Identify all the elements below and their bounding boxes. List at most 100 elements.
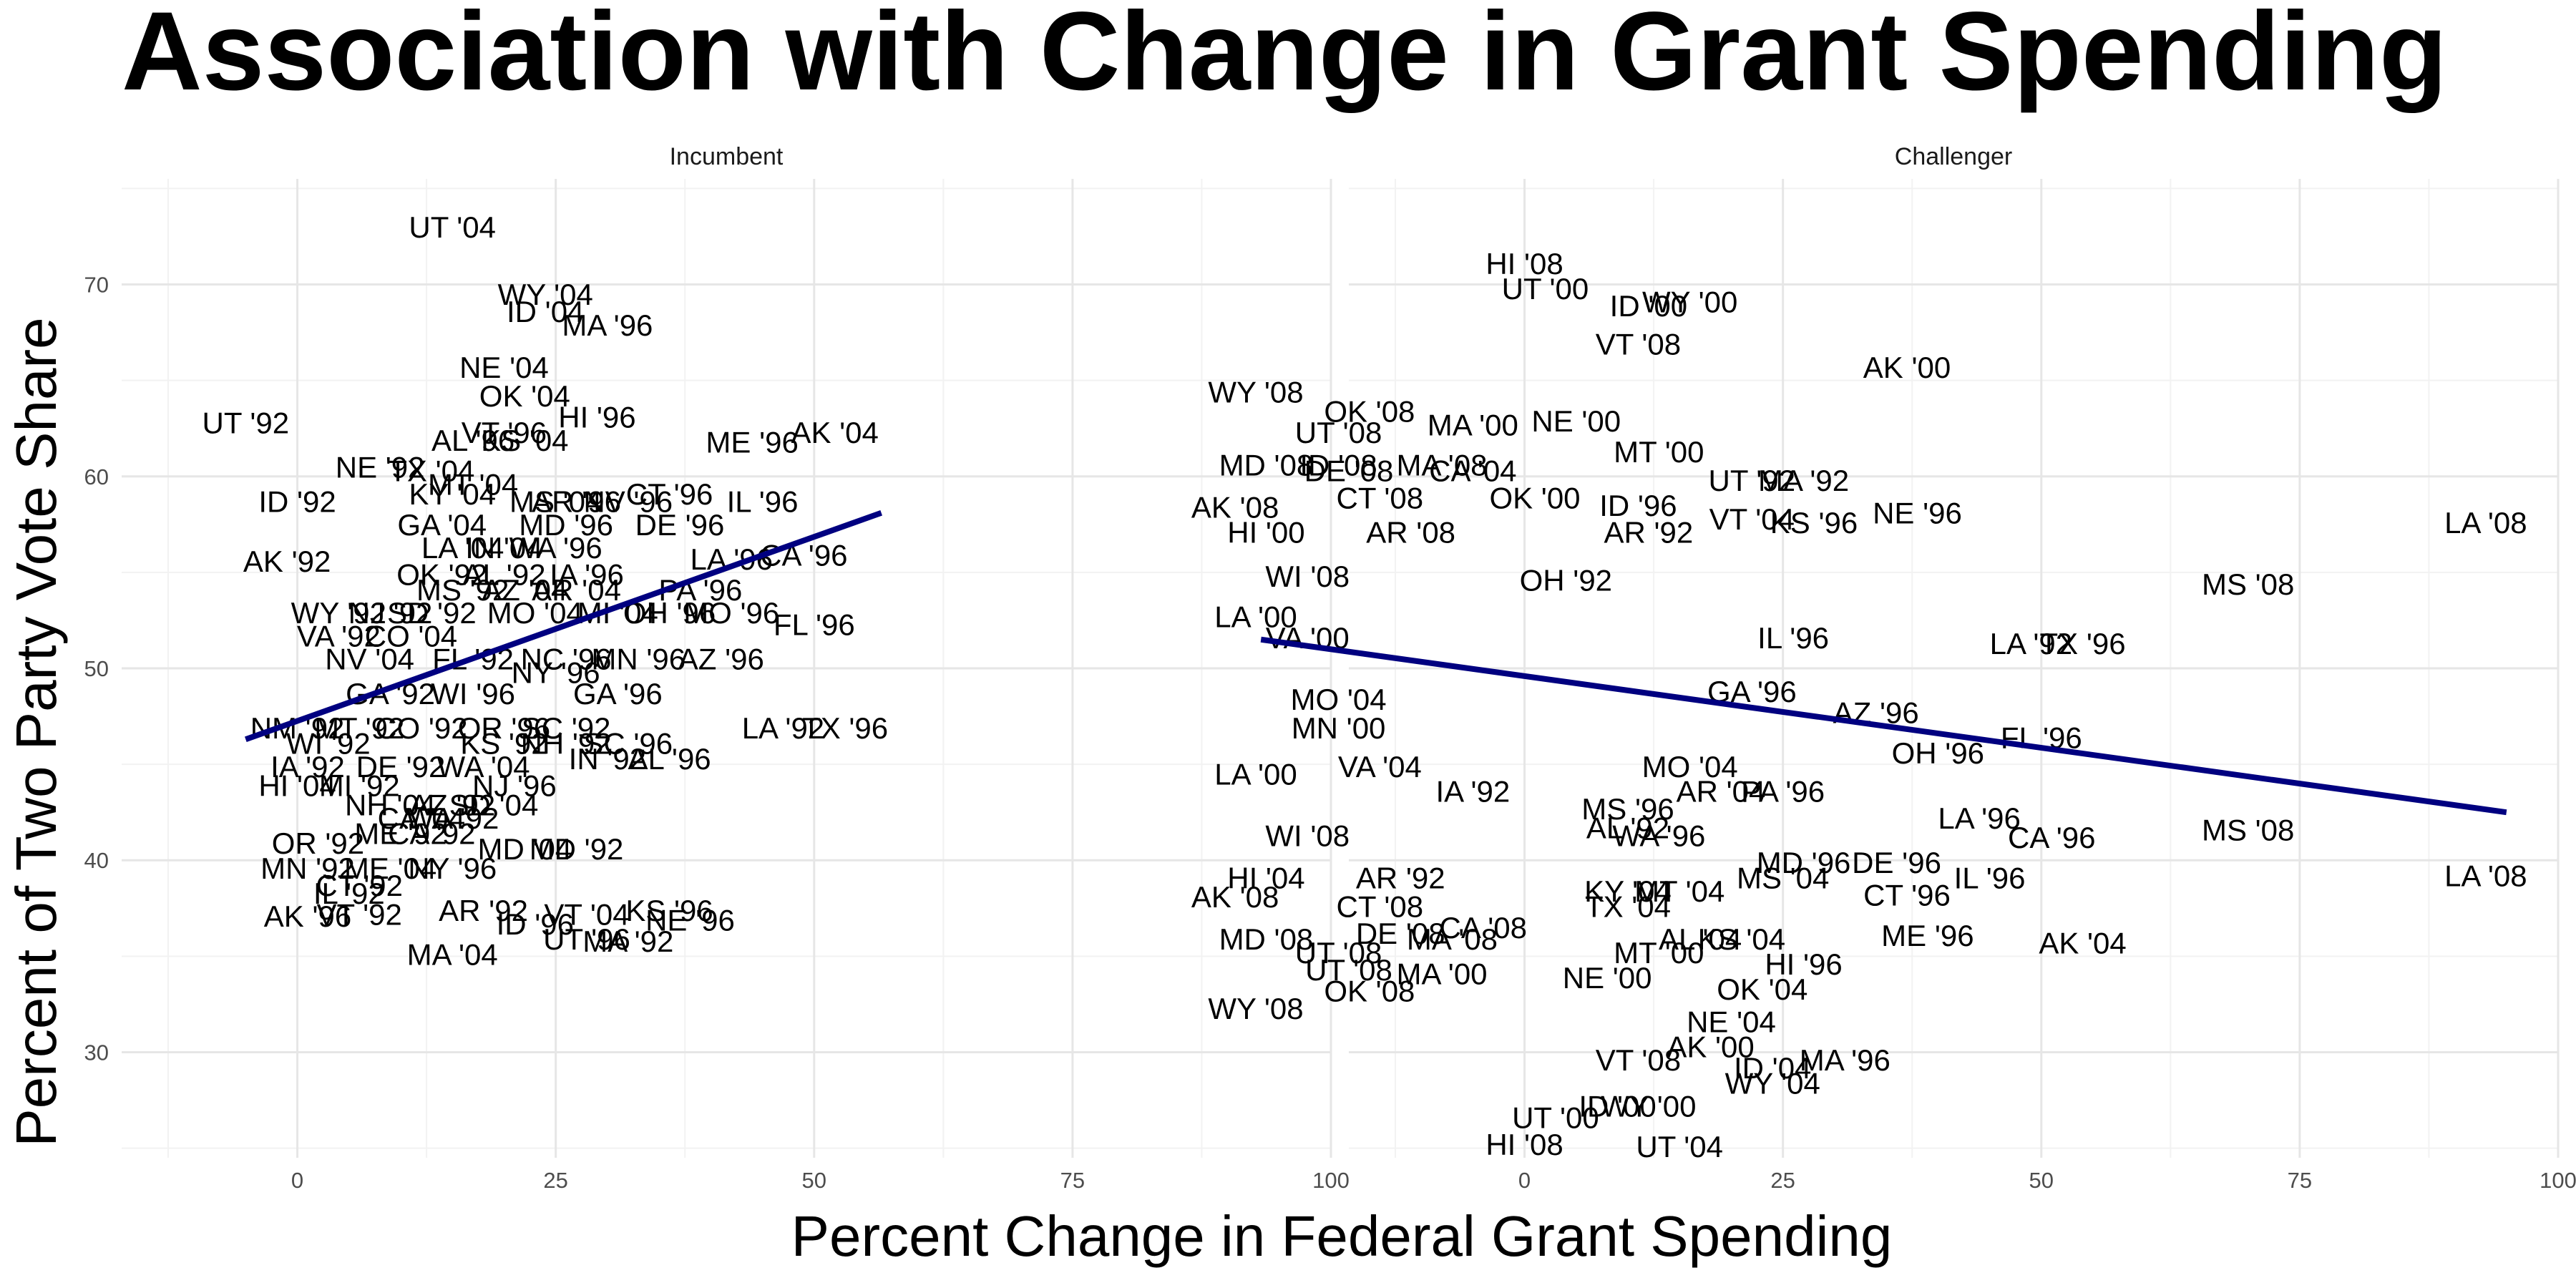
point-label-id-04: ID '04 bbox=[1734, 1051, 1811, 1085]
x-tick-label: 100 bbox=[2540, 1168, 2576, 1193]
point-label-ar-96: AR '96 bbox=[532, 485, 621, 519]
point-label-la-08: LA '08 bbox=[2444, 506, 2527, 540]
point-label-me-96: ME '96 bbox=[706, 425, 798, 459]
point-label-ia-92: IA '92 bbox=[270, 750, 345, 784]
point-label-mo-96: MO '96 bbox=[683, 596, 779, 630]
point-label-ok-00: OK '00 bbox=[1489, 481, 1580, 514]
point-label-hi-04: HI '04 bbox=[1227, 861, 1304, 894]
point-label-sd-04: SD '04 bbox=[449, 788, 539, 821]
point-label-ca-04: CA '04 bbox=[1429, 454, 1516, 488]
point-label-id-04: ID '04 bbox=[507, 295, 584, 328]
point-label-wy-00: WY '00 bbox=[1642, 286, 1737, 319]
point-label-wy-04: WY '04 bbox=[1725, 1066, 1820, 1100]
point-label-ar-04: AR '04 bbox=[532, 573, 621, 607]
point-label-wi-08: WI '08 bbox=[1265, 560, 1350, 593]
point-label-sc-96: SC '96 bbox=[583, 727, 673, 761]
point-label-nj-92: NJ '92 bbox=[348, 596, 433, 630]
point-label-ms-04: MS '04 bbox=[509, 485, 602, 519]
point-label-la-00: LA '00 bbox=[1214, 758, 1297, 791]
point-label-id-08: ID '08 bbox=[1299, 449, 1377, 482]
point-label-ca-96: CA '96 bbox=[760, 539, 847, 572]
x-axis-title: Percent Change in Federal Grant Spending bbox=[791, 1204, 1893, 1268]
point-label-ga-04: GA '04 bbox=[397, 508, 487, 542]
point-label-ct-96: CT '96 bbox=[1863, 879, 1951, 912]
point-label-al-96: AL '96 bbox=[628, 742, 711, 776]
point-label-ma-96: MA '96 bbox=[562, 308, 653, 342]
point-label-wa-04: WA '04 bbox=[436, 750, 530, 784]
point-label-vt-04: VT '04 bbox=[1709, 502, 1795, 536]
x-tick-label: 50 bbox=[2029, 1168, 2054, 1193]
point-label-la-08: LA '08 bbox=[2444, 859, 2527, 893]
point-label-ga-92: GA '92 bbox=[346, 677, 435, 711]
point-label-il-96: IL '96 bbox=[1954, 861, 2026, 894]
point-label-ms-96: MS '96 bbox=[1581, 792, 1674, 826]
point-label-de-08: DE '08 bbox=[1304, 454, 1394, 488]
point-label-ms-08: MS '08 bbox=[2202, 813, 2294, 847]
fit-line bbox=[244, 509, 883, 743]
point-label-wi-92: WI '92 bbox=[286, 727, 371, 761]
point-label-ar-92: AR '92 bbox=[1604, 516, 1694, 550]
point-label-ia-92: IA '92 bbox=[1435, 775, 1510, 809]
chart-title: Association with Change in Grant Spendin… bbox=[122, 0, 2447, 114]
point-label-ky-04: KY '04 bbox=[1584, 874, 1672, 908]
point-label-vt-92: VT '92 bbox=[317, 897, 402, 931]
point-label-fl-96: FL '96 bbox=[774, 608, 855, 641]
point-label-ma-92: MA '92 bbox=[1758, 464, 1849, 497]
point-label-ak-08: AK '08 bbox=[1191, 491, 1279, 525]
facet-label-challenger: Challenger bbox=[1895, 143, 2012, 170]
point-label-hi-04: HI '04 bbox=[258, 769, 336, 803]
point-label-wy-00: WY '00 bbox=[1601, 1090, 1696, 1123]
point-label-ne-96: NE '96 bbox=[1873, 497, 1962, 530]
point-label-ma-96: MA '96 bbox=[1800, 1043, 1890, 1077]
point-label-hi-96: HI '96 bbox=[558, 401, 635, 434]
point-label-ct-96: CT '96 bbox=[626, 477, 713, 511]
point-label-ca-08: CA '08 bbox=[1440, 911, 1527, 945]
point-label-ok-04: OK '04 bbox=[1717, 972, 1807, 1006]
point-label-id-96: ID '96 bbox=[1599, 489, 1677, 522]
point-label-ok-04: OK '04 bbox=[479, 379, 570, 413]
point-label-nh-92: NH '92 bbox=[521, 727, 612, 761]
point-label-al-96: AL '96 bbox=[431, 424, 514, 457]
panel-incumbent: 0 25 50 75 100 30 40 50 60 70 Incumbent UT '04 WY '0… bbox=[84, 143, 1350, 1193]
point-label-ut-04: UT '04 bbox=[409, 210, 496, 244]
point-label-ut-08: UT '08 bbox=[1295, 936, 1382, 970]
point-label-ar-04: AR '04 bbox=[1677, 775, 1766, 809]
point-label-ut-92: UT '92 bbox=[1709, 464, 1796, 497]
fit-line bbox=[1260, 636, 2507, 816]
point-label-nv-96: NV '96 bbox=[583, 485, 673, 519]
y-tick-label: 60 bbox=[84, 464, 109, 489]
point-label-ks-04: KS '04 bbox=[1698, 922, 1785, 956]
x-tick-label: 75 bbox=[2288, 1168, 2312, 1193]
point-label-mi-04: MI '04 bbox=[577, 596, 658, 630]
point-label-in-92: IN '92 bbox=[569, 742, 646, 776]
point-label-wy-92: WY '92 bbox=[291, 596, 386, 630]
point-label-hi-00: HI '00 bbox=[1227, 516, 1304, 550]
y-tick-label: 40 bbox=[84, 848, 109, 873]
point-label-wi-08: WI '08 bbox=[1265, 819, 1350, 852]
point-label-ne-96: NE '96 bbox=[645, 903, 735, 937]
point-label-ia-96: IA '96 bbox=[550, 558, 624, 592]
point-label-al-92: AL '92 bbox=[1586, 811, 1669, 845]
point-label-ok-08: OK '08 bbox=[1324, 975, 1415, 1008]
point-label-ct-92: CT '92 bbox=[316, 869, 403, 902]
point-label-il-96: IL '96 bbox=[1757, 621, 1829, 655]
point-label-me-04: ME '04 bbox=[344, 852, 436, 885]
point-label-vt-08: VT '08 bbox=[1596, 328, 1681, 361]
point-label-mt-00: MT '00 bbox=[1614, 936, 1704, 970]
point-label-ms-08: MS '08 bbox=[2202, 567, 2294, 601]
x-tick-label: 0 bbox=[291, 1168, 303, 1193]
point-label-ms-04: MS '04 bbox=[1737, 861, 1829, 894]
x-tick-label: 75 bbox=[1060, 1168, 1085, 1193]
point-label-id-96: ID '96 bbox=[497, 907, 574, 941]
point-label-mt-92: MT '92 bbox=[314, 711, 404, 745]
point-label-ak-00: AK '00 bbox=[1667, 1030, 1754, 1063]
point-label-ne-00: NE '00 bbox=[1563, 961, 1652, 995]
point-label-md-96: MD '96 bbox=[1757, 846, 1851, 879]
point-label-ks-96: KS '96 bbox=[1770, 506, 1858, 540]
point-label-mi-92: MI '92 bbox=[319, 769, 400, 803]
x-tick-label: 50 bbox=[802, 1168, 826, 1193]
point-label-ut-00: UT '00 bbox=[1502, 272, 1589, 306]
point-label-me-92: ME '92 bbox=[354, 817, 447, 851]
point-label-va-04: VA '04 bbox=[1338, 750, 1422, 784]
